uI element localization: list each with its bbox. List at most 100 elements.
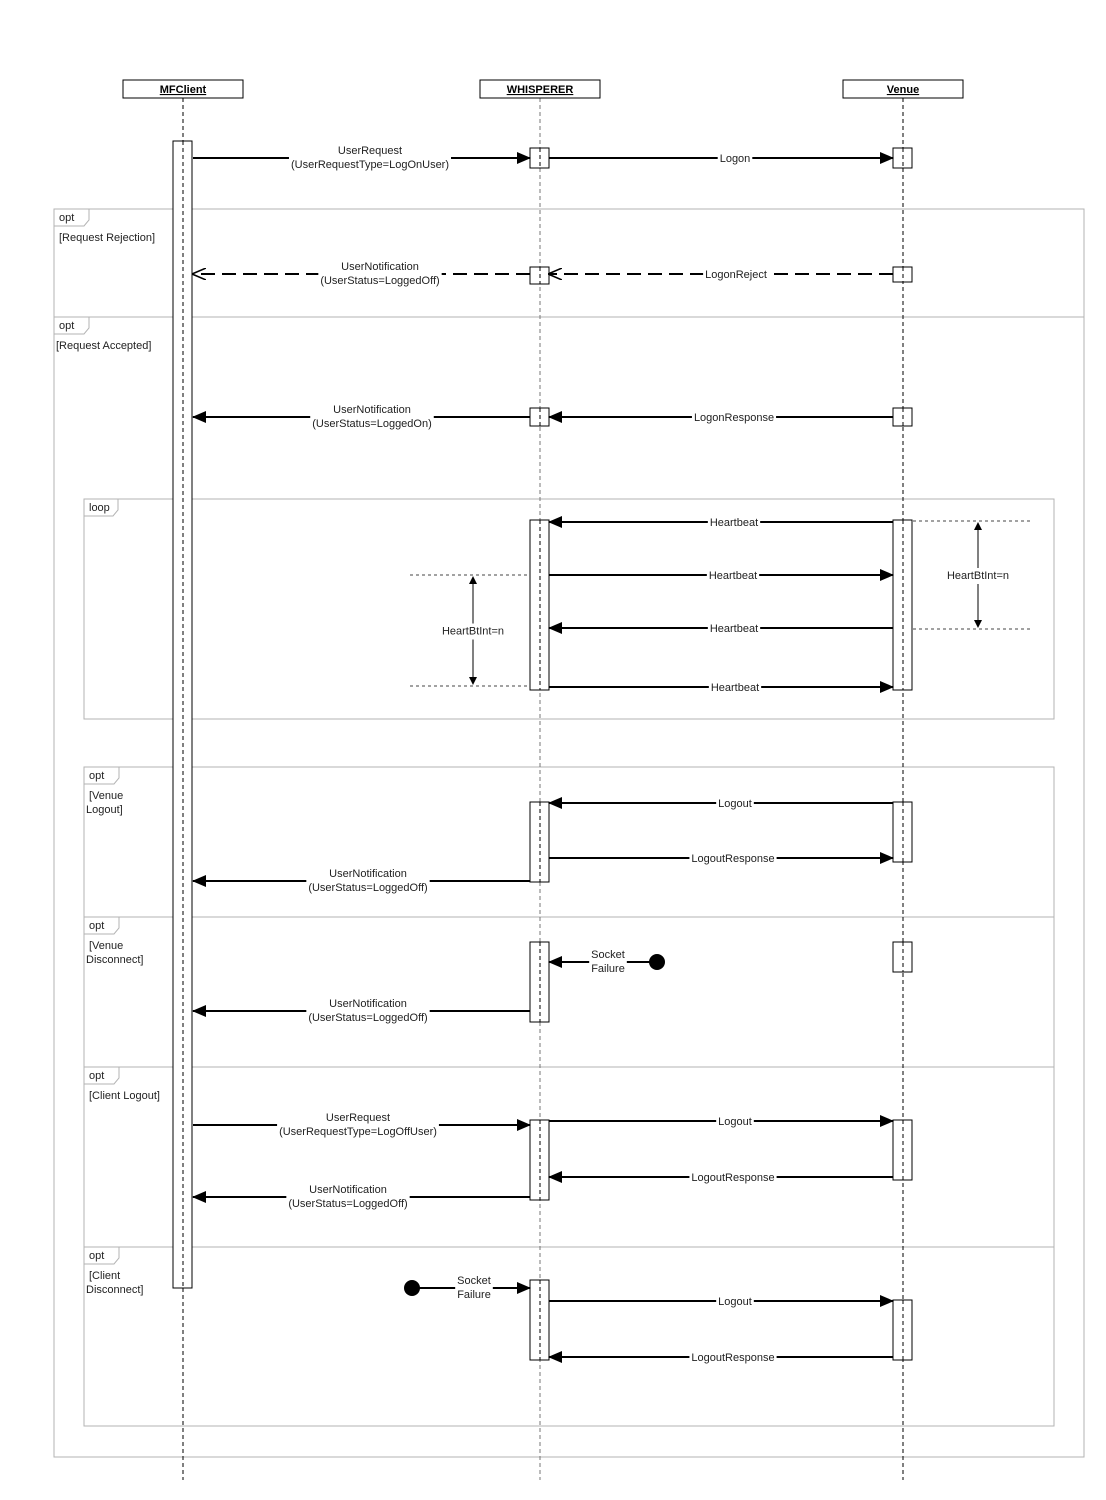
- message-label: Heartbeat: [711, 682, 759, 694]
- message-usernotification: UserNotification (UserStatus=LoggedOff): [193, 261, 530, 287]
- message-socket: Socket Failure: [548, 949, 665, 975]
- message-logoutresponse: LogoutResponse: [549, 852, 894, 865]
- message-label-background: [707, 517, 761, 529]
- message-usernotification: UserNotification (UserStatus=LoggedOff): [192, 1184, 530, 1210]
- message-label: UserRequest: [326, 1112, 390, 1124]
- fragment-operator-tab: [53, 316, 90, 335]
- fragment-guard: [Request Accepted]: [56, 340, 151, 352]
- fragment-operator: opt: [89, 770, 104, 782]
- fragment-operator-tab: [83, 498, 119, 517]
- message-heartbeat: Heartbeat: [548, 516, 893, 529]
- message-userrequest: UserRequest (UserRequestType=LogOffUser): [193, 1112, 531, 1138]
- message-label-background: [306, 998, 430, 1024]
- message-label: UserNotification: [329, 998, 407, 1010]
- message-socket: Socket Failure: [404, 1275, 531, 1301]
- fragment-operator: loop: [89, 502, 110, 514]
- message-label: LogonResponse: [694, 412, 774, 424]
- message-label-background: [691, 412, 777, 424]
- fragment-guard: [Venue: [89, 790, 123, 802]
- message-label: (UserRequestType=LogOffUser): [279, 1126, 437, 1138]
- fragment-frame: [53, 208, 1085, 318]
- message-usernotification: UserNotification (UserStatus=LoggedOff): [192, 868, 530, 894]
- message-logout: Logout: [549, 1115, 894, 1128]
- participant-name: MFClient: [160, 84, 207, 96]
- message-logonreject: LogonReject: [549, 269, 893, 281]
- message-label: Heartbeat: [710, 623, 758, 635]
- fragment-operator-tab: [83, 916, 120, 935]
- message-label-background: [306, 868, 430, 894]
- message-label: UserNotification: [309, 1184, 387, 1196]
- fragment-loop: loop: [83, 498, 1055, 720]
- participant-name: Venue: [887, 84, 919, 96]
- heartbeat-interval-annotation: HeartBtInt=n: [410, 574, 527, 687]
- fragment-opt: opt [Client Disconnect]: [83, 1246, 1055, 1427]
- message-label: UserNotification: [329, 868, 407, 880]
- message-label: Logout: [718, 1116, 752, 1128]
- message-label-background: [716, 1296, 754, 1308]
- fragment-operator: opt: [89, 920, 104, 932]
- message-label-background: [717, 153, 753, 165]
- fragment-guard: Logout]: [86, 804, 123, 816]
- message-logout: Logout: [548, 797, 893, 810]
- interval-label: HeartBtInt=n: [947, 570, 1009, 582]
- message-logout: Logout: [549, 1295, 894, 1308]
- participant-client: MFClient: [122, 79, 244, 99]
- lifelines: MFClient WHISPERER Venue: [122, 79, 964, 1480]
- found-message-dot: [649, 954, 665, 970]
- message-label-background: [589, 949, 627, 975]
- fragment-operator: opt: [59, 320, 74, 332]
- message-label-background: [707, 623, 761, 635]
- interval-label-background: [944, 568, 1012, 584]
- annotations: HeartBtInt=n HeartBtInt=n: [410, 520, 1033, 687]
- message-label-background: [708, 682, 762, 694]
- message-label: (UserStatus=LoggedOff): [288, 1198, 407, 1210]
- message-heartbeat: Heartbeat: [549, 569, 894, 582]
- heartbeat-interval-annotation: HeartBtInt=n: [913, 520, 1033, 630]
- message-label-background: [703, 269, 769, 281]
- message-userrequest: UserRequest (UserRequestType=LogOnUser): [193, 145, 531, 171]
- message-usernotification: UserNotification (UserStatus=LoggedOff): [192, 998, 530, 1024]
- message-logon: Logon: [549, 152, 894, 165]
- fragment-guard: Disconnect]: [86, 1284, 143, 1296]
- fragment-guard: [Client Logout]: [89, 1090, 160, 1102]
- message-label-background: [288, 145, 452, 171]
- message-label: LogoutResponse: [691, 853, 774, 865]
- fragment-operator: opt: [89, 1250, 104, 1262]
- fragment-opt: opt [Venue Disconnect]: [83, 916, 1055, 1068]
- participant-box: [479, 79, 601, 99]
- message-label: Logout: [718, 1296, 752, 1308]
- fragment-operator: opt: [89, 1070, 104, 1082]
- fragment-guard: [Venue: [89, 940, 123, 952]
- message-label: LogoutResponse: [691, 1172, 774, 1184]
- message-label-background: [277, 1112, 439, 1138]
- message-label-background: [689, 1352, 777, 1364]
- participant-box: [122, 79, 244, 99]
- message-label-background: [689, 853, 777, 865]
- fragment-frame: [53, 316, 1085, 1458]
- fragment-operator-tab: [53, 208, 90, 227]
- message-label: (UserStatus=LoggedOff): [308, 882, 427, 894]
- message-label: Socket: [457, 1275, 491, 1287]
- message-label-background: [716, 1116, 754, 1128]
- message-label-background: [716, 798, 754, 810]
- message-label: LogonReject: [705, 269, 767, 281]
- message-label: Heartbeat: [709, 570, 757, 582]
- fragment-guard: [Client: [89, 1270, 120, 1282]
- fragment-frame: [83, 1246, 1055, 1427]
- activations: [172, 140, 913, 1361]
- message-label: UserNotification: [333, 404, 411, 416]
- message-label-background: [318, 261, 442, 287]
- message-label: Logon: [720, 153, 751, 165]
- message-usernotification: UserNotification (UserStatus=LoggedOn): [192, 404, 530, 430]
- interval-label: HeartBtInt=n: [442, 626, 504, 638]
- fragment-guard: Disconnect]: [86, 954, 143, 966]
- messages: UserRequest (UserRequestType=LogOnUser) Lo…: [192, 145, 894, 1364]
- message-label-background: [689, 1172, 777, 1184]
- interval-label-background: [439, 623, 507, 640]
- fragments: opt [Request Rejection] opt [Request Accept…: [53, 208, 1085, 1458]
- participant-name: WHISPERER: [507, 84, 574, 96]
- message-logonresponse: LogonResponse: [548, 411, 893, 424]
- activation-bar: [529, 941, 550, 1023]
- message-logoutresponse: LogoutResponse: [548, 1351, 893, 1364]
